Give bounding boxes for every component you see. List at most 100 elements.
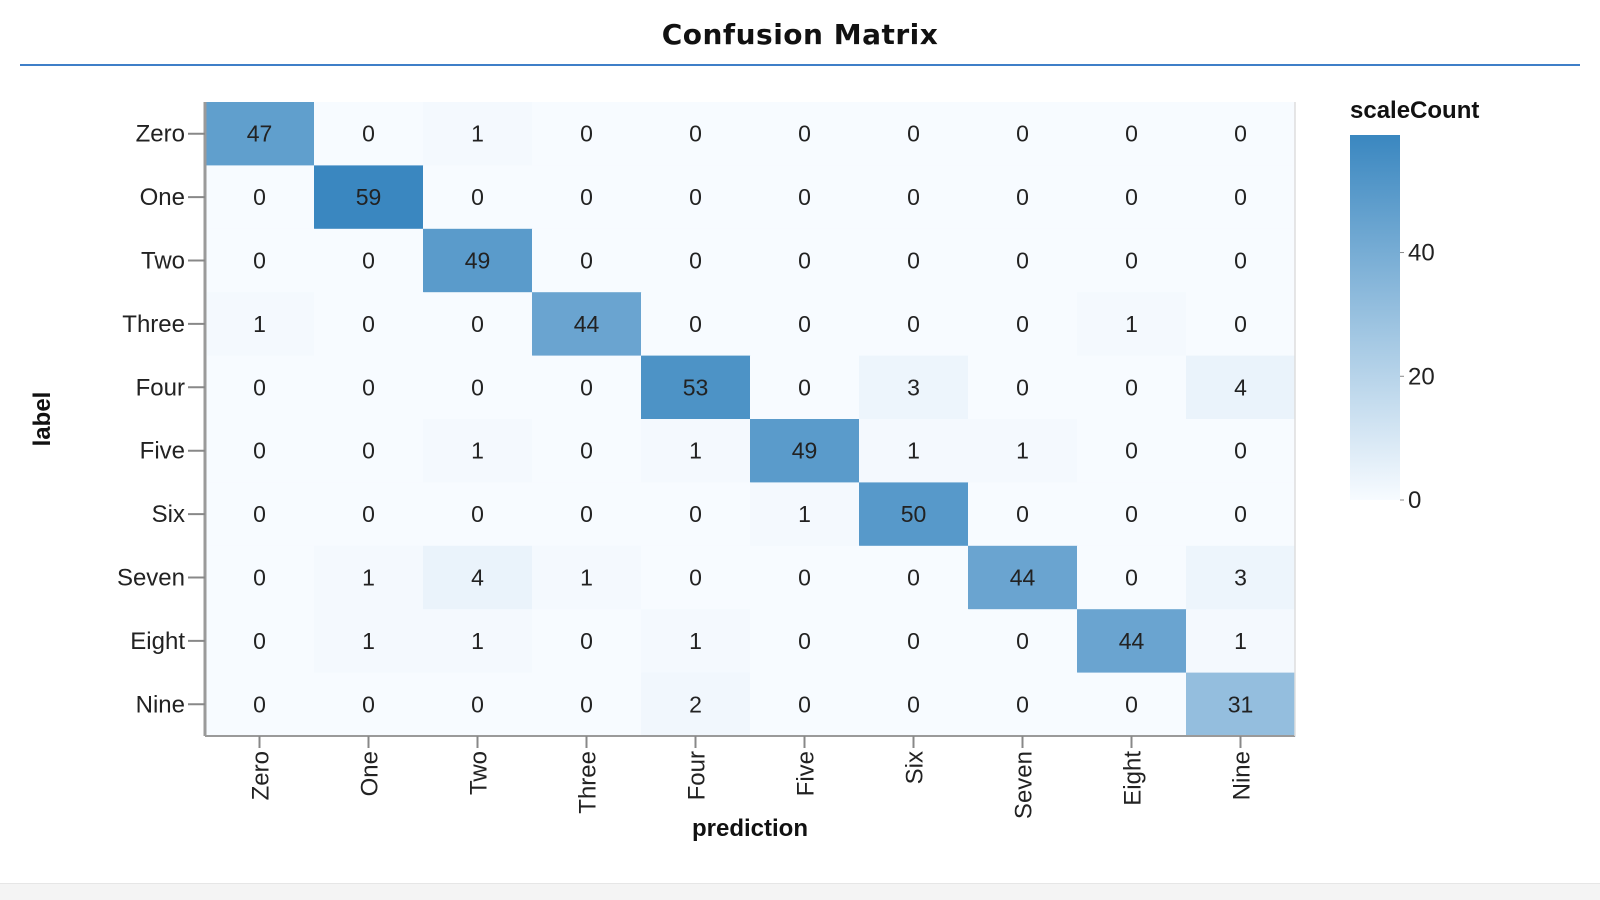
heatmap-cell — [532, 292, 642, 357]
heatmap-cell — [314, 672, 424, 737]
legend-tick-label: 40 — [1408, 240, 1435, 267]
cell-value-label: 0 — [1234, 184, 1247, 210]
heatmap-cell — [968, 482, 1078, 547]
cell-value-label: 1 — [907, 438, 920, 464]
heatmap-cell — [1077, 672, 1187, 737]
cell-value-label: 0 — [580, 184, 593, 210]
heatmap-cell — [641, 102, 751, 166]
heatmap-cell — [205, 228, 315, 293]
cell-value-label: 0 — [798, 121, 811, 147]
heatmap-cell — [1077, 482, 1187, 547]
cell-value-label: 0 — [253, 628, 266, 654]
y-tick-label: Seven — [117, 565, 185, 592]
cell-value-label: 0 — [253, 565, 266, 591]
cell-value-label: 0 — [1016, 691, 1029, 717]
y-axis: Zero One Two Three Four Five Six Seven Eight Nine — [117, 121, 205, 718]
cell-value-label: 0 — [1234, 501, 1247, 527]
cell-value-label: 3 — [907, 374, 920, 400]
cell-value-label: 0 — [1125, 184, 1138, 210]
cell-value-label: 0 — [907, 311, 920, 337]
heatmap-cell — [750, 228, 860, 293]
cell-value-label: 0 — [1234, 438, 1247, 464]
cell-value-label: 59 — [356, 184, 382, 210]
cell-value-label: 0 — [362, 438, 375, 464]
heatmap-cell — [205, 545, 315, 610]
y-tick-label: Zero — [136, 121, 185, 148]
heatmap-cell — [1077, 545, 1187, 610]
heatmap-cell — [641, 609, 751, 674]
heatmap-cell — [641, 419, 751, 483]
heatmap-cell — [641, 672, 751, 737]
x-axis-title: prediction — [692, 815, 808, 842]
x-tick-label: Eight — [1120, 751, 1147, 806]
cell-value-label: 0 — [689, 565, 702, 591]
cell-value-label: 1 — [471, 438, 484, 464]
cell-value-label: 0 — [798, 565, 811, 591]
heatmap-cell — [532, 545, 642, 610]
y-tick-label: Two — [141, 248, 185, 275]
cell-value-label: 0 — [907, 628, 920, 654]
cell-value-label: 0 — [253, 691, 266, 717]
cell-value-label: 1 — [580, 565, 593, 591]
cell-value-label: 0 — [1234, 248, 1247, 274]
x-tick-label: Six — [902, 751, 929, 784]
heatmap-cell — [1186, 545, 1296, 610]
heatmap-cell — [968, 545, 1078, 610]
heatmap-cell — [532, 355, 642, 420]
cell-value-label: 0 — [1125, 565, 1138, 591]
legend-tick-label: 0 — [1408, 487, 1421, 514]
cell-value-label: 1 — [471, 628, 484, 654]
cell-value-label: 0 — [1016, 501, 1029, 527]
x-tick-label: Nine — [1229, 751, 1256, 800]
cell-value-label: 2 — [689, 691, 702, 717]
heatmap-cell — [1077, 355, 1187, 420]
heatmap-cell — [750, 419, 860, 483]
cell-value-label: 0 — [798, 374, 811, 400]
cell-value-label: 1 — [689, 628, 702, 654]
cell-value-label: 3 — [1234, 565, 1247, 591]
heatmap-cell — [314, 228, 424, 293]
x-tick-label: Three — [575, 751, 602, 814]
heatmap-cell — [641, 228, 751, 293]
cell-value-label: 0 — [580, 121, 593, 147]
cell-value-label: 0 — [907, 248, 920, 274]
legend-gradient-bar — [1350, 135, 1400, 500]
cell-value-label: 0 — [362, 248, 375, 274]
cell-value-label: 0 — [580, 248, 593, 274]
heatmap-cell — [1186, 102, 1296, 166]
cell-value-label: 49 — [465, 248, 491, 274]
cell-value-label: 1 — [689, 438, 702, 464]
cell-value-label: 0 — [253, 501, 266, 527]
heatmap-cell — [968, 419, 1078, 483]
cell-labels: 47 0 1 0 0 0 0 0 0 00 59 0 0 0 0 0 0 0 00 0 49 0 0 0 0 0 0 01 0 0 44 0 0… — [247, 121, 1254, 718]
heatmap-cell — [205, 609, 315, 674]
cell-value-label: 0 — [689, 184, 702, 210]
heatmap-cell — [968, 609, 1078, 674]
cell-value-label: 1 — [362, 565, 375, 591]
heatmap-cell — [532, 482, 642, 547]
cell-value-label: 49 — [792, 438, 818, 464]
heatmap-cell — [859, 355, 969, 420]
cell-value-label: 0 — [471, 691, 484, 717]
heatmap-cell — [205, 355, 315, 420]
heatmap-cell — [532, 228, 642, 293]
heatmap-cell — [423, 292, 533, 357]
cell-value-label: 0 — [798, 248, 811, 274]
cell-value-label: 0 — [1125, 374, 1138, 400]
cell-value-label: 0 — [798, 628, 811, 654]
cell-value-label: 0 — [907, 565, 920, 591]
heatmap-cell — [1077, 102, 1187, 166]
x-tick-label: Zero — [248, 751, 275, 800]
heatmap-cell — [205, 482, 315, 547]
cell-value-label: 0 — [689, 311, 702, 337]
heatmap-cell — [423, 228, 533, 293]
heatmap-cell — [859, 609, 969, 674]
heatmap-cell — [859, 672, 969, 737]
heatmap-cell — [314, 165, 424, 230]
heatmap-cell — [423, 545, 533, 610]
heatmap-cell — [205, 165, 315, 230]
y-tick-label: Five — [140, 438, 185, 465]
cell-value-label: 4 — [1234, 374, 1247, 400]
heatmap-cell — [314, 102, 424, 166]
heatmap-cell — [314, 355, 424, 420]
